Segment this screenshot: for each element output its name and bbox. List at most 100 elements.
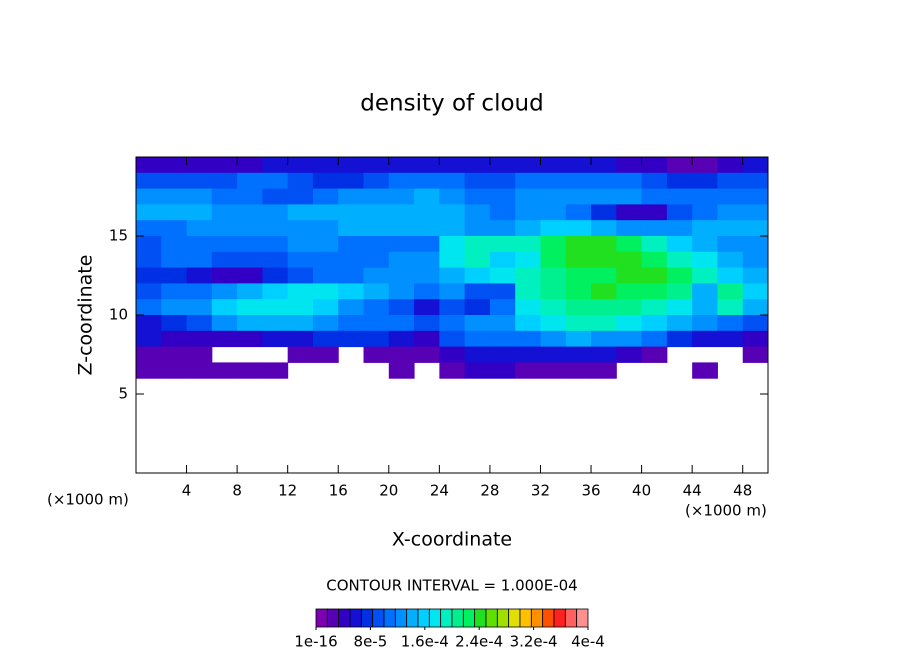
contour-cell <box>237 188 263 205</box>
contour-cell <box>161 251 188 269</box>
chart-title: density of cloud <box>360 91 543 117</box>
contour-cell <box>338 157 365 174</box>
contour-cell <box>388 172 415 190</box>
contour-cell <box>439 204 466 221</box>
contour-cell <box>338 267 365 284</box>
contour-cell <box>312 188 339 205</box>
contour-cell <box>464 157 491 174</box>
contour-cell <box>591 220 617 237</box>
contour-cell <box>161 157 188 174</box>
contour-cell <box>186 346 213 363</box>
contour-cell <box>312 157 339 174</box>
x-tick-label: 28 <box>480 482 499 500</box>
contour-cell <box>237 299 263 316</box>
contour-cell <box>439 346 466 363</box>
contour-cell <box>742 330 769 348</box>
contour-cell <box>211 251 238 269</box>
contour-cell <box>262 157 289 174</box>
contour-cell <box>262 267 289 284</box>
contour-cell <box>591 188 617 205</box>
contour-cell <box>515 220 541 237</box>
contour-cell <box>641 315 668 332</box>
contour-cell <box>641 188 668 205</box>
contour-cell <box>414 251 440 269</box>
contour-cell <box>237 220 263 237</box>
colorbar-box <box>530 608 544 628</box>
contour-cell <box>414 220 440 237</box>
contour-cell <box>338 251 365 269</box>
contour-cell <box>591 172 617 190</box>
contour-cell <box>136 283 162 300</box>
contour-cell <box>186 299 213 316</box>
contour-cell <box>388 299 415 316</box>
contour-cell <box>287 157 314 174</box>
contour-cell <box>565 236 592 253</box>
contour-cell <box>641 220 668 237</box>
contour-cell <box>363 236 390 253</box>
contour-cell <box>464 315 491 332</box>
contour-cell <box>540 251 567 269</box>
contour-cell <box>692 283 718 300</box>
contour-cell <box>742 204 769 221</box>
y-axis-label: Z-coordinate <box>75 255 97 376</box>
contour-cell <box>591 362 617 379</box>
contour-cell <box>742 236 769 253</box>
contour-cell <box>287 346 314 363</box>
contour-cell <box>616 283 643 300</box>
contour-cell <box>363 251 390 269</box>
contour-cell <box>616 299 643 316</box>
contour-cell <box>262 362 289 379</box>
contour-cell <box>565 315 592 332</box>
contour-cell <box>262 172 289 190</box>
contour-cell <box>641 283 668 300</box>
contour-cell <box>515 188 541 205</box>
contour-cell <box>186 157 213 174</box>
contour-cell <box>211 299 238 316</box>
contour-cell <box>692 362 718 379</box>
contour-cell <box>414 330 440 348</box>
contour-cell <box>287 267 314 284</box>
contour-cell <box>616 267 643 284</box>
contour-cell <box>338 220 365 237</box>
contour-cell <box>742 251 769 269</box>
contour-cell <box>186 220 213 237</box>
contour-cell <box>565 220 592 237</box>
contour-cell <box>211 172 238 190</box>
contour-cell <box>211 362 238 379</box>
x-tick-label: 16 <box>329 482 348 500</box>
contour-cell <box>237 157 263 174</box>
contour-interval: CONTOUR INTERVAL = 1.000E-04 <box>326 577 577 595</box>
contour-cell <box>338 188 365 205</box>
contour-cell <box>186 188 213 205</box>
contour-cell <box>489 267 516 284</box>
contour-cell <box>237 236 263 253</box>
contour-cell <box>161 172 188 190</box>
colorbar-tick-label: 4e-4 <box>571 633 605 651</box>
contour-cell <box>363 315 390 332</box>
colorbar-box <box>519 608 532 628</box>
contour-cell <box>161 299 188 316</box>
colorbar-box <box>428 608 442 628</box>
x-tick-label: 40 <box>632 482 651 500</box>
contour-cell <box>515 236 541 253</box>
contour-cell <box>565 251 592 269</box>
contour-cell <box>186 204 213 221</box>
contour-cell <box>540 267 567 284</box>
contour-cell <box>565 346 592 363</box>
contour-cell <box>717 283 744 300</box>
contour-cell <box>666 204 693 221</box>
contour-cell <box>312 220 339 237</box>
contour-cell <box>489 236 516 253</box>
contour-cell <box>565 267 592 284</box>
contour-cell <box>312 283 339 300</box>
contour-cell <box>515 299 541 316</box>
colorbar-box <box>485 608 498 628</box>
contour-field <box>136 157 769 379</box>
colorbar-box <box>451 608 464 628</box>
contour-cell <box>540 188 567 205</box>
colorbar-box <box>349 608 362 628</box>
x-tick-label: 32 <box>531 482 550 500</box>
contour-cell <box>692 204 718 221</box>
contour-cell <box>161 330 188 348</box>
contour-cell <box>666 315 693 332</box>
